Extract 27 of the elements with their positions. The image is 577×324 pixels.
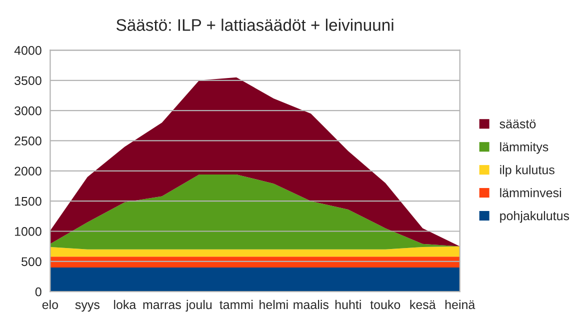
legend-label: ilp kulutus — [500, 165, 554, 177]
x-tick-label: loka — [114, 300, 136, 310]
x-tick-label: heinä — [445, 300, 476, 310]
x-tick-label: huhti — [335, 300, 361, 310]
x-tick-label: tammi — [220, 300, 253, 310]
chart-title: Säästö: ILP + lattiasäädöt + leivinuuni — [116, 18, 394, 31]
y-tick-label: 2000 — [14, 166, 42, 176]
y-tick-label: 3000 — [14, 106, 42, 116]
legend-label: pohjakulutus — [500, 211, 570, 223]
x-tick-label: helmi — [260, 300, 288, 310]
x-tick-label: joulu — [186, 300, 212, 312]
legend-label: lämmitys — [500, 142, 548, 154]
y-tick-label: 0 — [35, 287, 42, 296]
x-tick-label: syys — [75, 302, 100, 312]
y-tick-label: 1500 — [15, 196, 42, 206]
y-tick-label: 1000 — [15, 227, 42, 236]
x-tick-label: touko — [370, 300, 400, 310]
x-tick-label: maalis — [294, 300, 329, 310]
legend-label: lämminvesi — [500, 188, 561, 198]
x-tick-label: elo — [42, 300, 58, 310]
y-tick-label: 500 — [22, 257, 42, 266]
x-tick-label: marras — [143, 302, 181, 310]
y-tick-label: 3500 — [14, 76, 42, 86]
y-tick-label: 4000 — [14, 46, 42, 55]
y-tick-label: 2500 — [14, 136, 42, 146]
x-tick-label: kesä — [410, 300, 436, 310]
legend-label: säästö — [500, 120, 536, 128]
